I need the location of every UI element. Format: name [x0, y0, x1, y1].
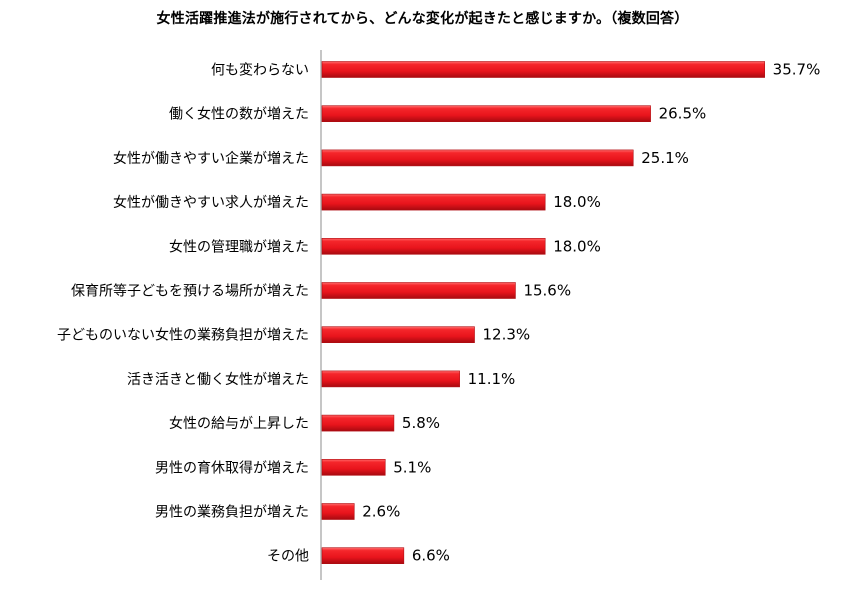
category-label: 女性が働きやすい求人が増えた: [113, 194, 309, 211]
bar: [321, 503, 355, 520]
chart-title: 女性活躍推進法が施行されてから、どんな変化が起きたと感じますか。（複数回答）: [156, 11, 689, 27]
bar: [321, 370, 460, 388]
value-label: 6.6%: [412, 547, 450, 565]
bars-layer: 何も変わらない 35.7% 働く女性の数が増えた 26.5% 女性が働きやすい企業が増え…: [57, 61, 820, 565]
value-label: 18.0%: [553, 237, 601, 255]
bar: [321, 149, 634, 167]
category-label: 何も変わらない: [211, 62, 309, 79]
category-label: 男性の育休取得が増えた: [155, 459, 309, 476]
bar: [321, 547, 405, 565]
value-label: 18.0%: [553, 193, 601, 211]
category-label: 活き活きと働く女性が増えた: [127, 371, 309, 388]
value-label: 15.6%: [523, 282, 571, 300]
value-label: 5.1%: [393, 458, 431, 476]
bar: [321, 414, 395, 432]
value-label: 26.5%: [659, 105, 707, 123]
category-label: 働く女性の数が増えた: [169, 106, 309, 123]
bar: [321, 61, 765, 78]
value-label: 11.1%: [468, 370, 516, 388]
bar: [321, 193, 546, 211]
category-label: 保育所等子どもを預ける場所が増えた: [71, 283, 309, 300]
category-label: 女性が働きやすい企業が増えた: [113, 150, 309, 167]
bar: [321, 326, 475, 344]
value-label: 5.8%: [402, 414, 440, 432]
value-label: 2.6%: [362, 503, 400, 521]
value-label: 25.1%: [641, 149, 689, 167]
bar: [321, 105, 651, 122]
category-label: 女性の管理職が増えた: [169, 238, 309, 255]
category-label: その他: [267, 549, 309, 565]
category-label: 男性の業務負担が増えた: [155, 505, 309, 521]
bar: [321, 238, 546, 255]
category-label: 子どものいない女性の業務負担が増えた: [57, 327, 309, 344]
bar: [321, 282, 516, 299]
bar: [321, 458, 386, 476]
category-label: 女性の給与が上昇した: [169, 415, 309, 432]
value-label: 35.7%: [773, 61, 821, 79]
value-label: 12.3%: [483, 326, 531, 344]
